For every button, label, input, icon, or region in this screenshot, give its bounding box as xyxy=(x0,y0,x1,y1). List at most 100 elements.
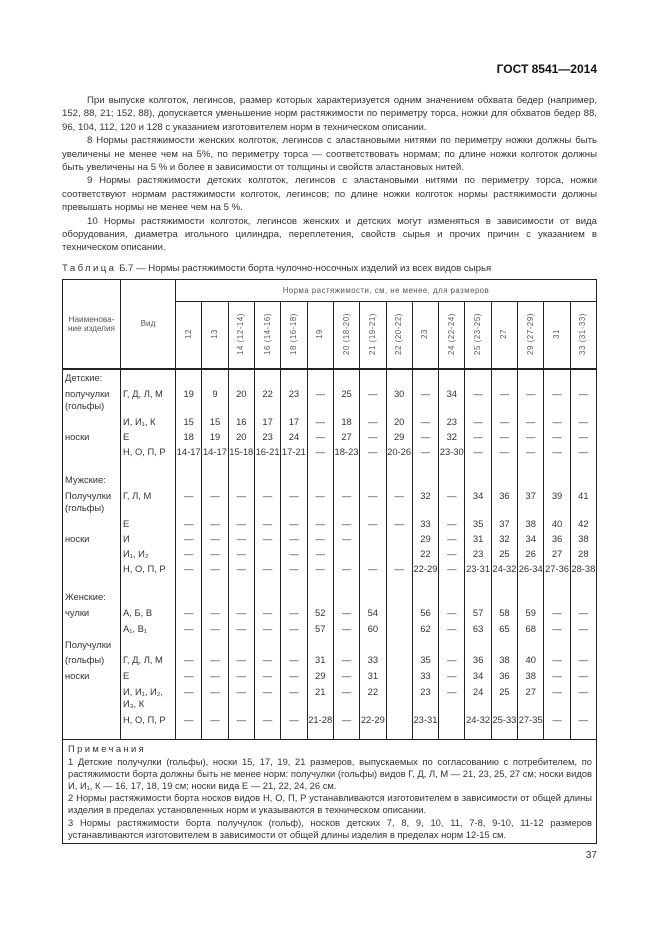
value-cell: 25-33 xyxy=(490,711,519,741)
value-cell xyxy=(490,471,519,488)
value-cell: 38 xyxy=(517,667,545,684)
size-header: 24 (22-24) xyxy=(438,300,466,370)
value-cell: 34 xyxy=(438,385,466,414)
value-cell: 31 xyxy=(359,667,387,684)
value-cell: — xyxy=(201,651,229,668)
item-name-cell xyxy=(62,545,121,561)
value-cell: 15-18 xyxy=(227,443,255,472)
value-cell xyxy=(569,471,598,488)
value-cell: 39 xyxy=(543,487,571,516)
value-cell xyxy=(464,636,492,652)
value-cell: — xyxy=(280,604,308,621)
value-cell xyxy=(359,530,387,546)
value-cell: 33 xyxy=(411,667,440,684)
value-cell xyxy=(306,588,334,605)
value-cell: 23-31 xyxy=(464,560,492,589)
value-cell: — xyxy=(174,560,203,589)
item-name-cell: Мужские: xyxy=(62,471,121,488)
value-cell xyxy=(280,367,308,386)
table-row: Н, О, П, Р 14-17 14-17 15-18 16-21 17-21—18-2… xyxy=(62,443,598,472)
value-cell xyxy=(227,636,255,652)
kind-cell xyxy=(120,636,176,652)
value-cell: 37 xyxy=(517,487,545,516)
size-label: 21 (19-21) xyxy=(367,312,377,355)
value-cell: — xyxy=(359,428,387,444)
value-cell: 38 xyxy=(569,530,598,546)
value-cell xyxy=(438,471,466,488)
value-cell: — xyxy=(490,428,519,444)
value-cell: — xyxy=(464,428,492,444)
item-name-cell: носки xyxy=(62,530,121,546)
value-cell: 20-26 xyxy=(385,443,413,472)
value-cell xyxy=(385,588,413,605)
table-row: Н, О, П, Р — — — — — — — — —22-29—23-31 24-32 26-34… xyxy=(62,560,598,589)
value-cell: — xyxy=(227,651,255,668)
value-cell: 27-35 xyxy=(517,711,545,741)
value-cell: 27-36 xyxy=(543,560,571,589)
value-cell: 36 xyxy=(490,667,519,684)
size-header: 13 xyxy=(201,300,229,370)
value-cell xyxy=(359,367,387,386)
value-cell xyxy=(253,367,282,386)
value-cell: — xyxy=(253,711,282,741)
value-cell: 35 xyxy=(411,651,440,668)
value-cell: — xyxy=(332,651,361,668)
value-cell: — xyxy=(227,487,255,516)
value-cell: — xyxy=(227,515,255,531)
kind-cell: Н, О, П, Р xyxy=(120,711,176,741)
value-cell: — xyxy=(490,385,519,414)
value-cell xyxy=(332,471,361,488)
value-cell xyxy=(569,367,598,386)
value-cell: 40 xyxy=(543,515,571,531)
col-header-name: Наименова-ние изделия xyxy=(62,278,121,370)
kind-cell: Е xyxy=(120,428,176,444)
value-cell: — xyxy=(438,487,466,516)
value-cell: 18 xyxy=(174,428,203,444)
value-cell: — xyxy=(253,487,282,516)
size-header: 31 xyxy=(543,300,571,370)
kind-cell: И₁, И₂ xyxy=(120,545,176,561)
value-cell: — xyxy=(306,428,334,444)
value-cell: 24-32 xyxy=(490,560,519,589)
value-cell: 23 xyxy=(253,428,282,444)
value-cell: — xyxy=(543,667,571,684)
value-cell: — xyxy=(569,683,598,712)
value-cell: 15 xyxy=(174,413,203,429)
value-cell: — xyxy=(306,413,334,429)
value-cell: 27 xyxy=(332,428,361,444)
value-cell: — xyxy=(332,487,361,516)
body-text: При выпуске колготок, легинсов, размер к… xyxy=(62,94,597,255)
value-cell: — xyxy=(332,560,361,589)
value-cell: — xyxy=(517,443,545,472)
value-cell: — xyxy=(201,667,229,684)
value-cell xyxy=(385,604,413,621)
value-cell: 29 xyxy=(411,530,440,546)
value-cell: — xyxy=(306,515,334,531)
item-name-cell xyxy=(62,560,121,589)
size-header: 20 (18-20) xyxy=(332,300,361,370)
kind-cell: И xyxy=(120,530,176,546)
value-cell: — xyxy=(227,667,255,684)
value-cell: 24-32 xyxy=(464,711,492,741)
value-cell xyxy=(227,588,255,605)
size-label: 33 (31-33) xyxy=(578,312,588,355)
value-cell: 23 xyxy=(280,385,308,414)
value-cell: — xyxy=(201,711,229,741)
page-number: 37 xyxy=(585,850,597,861)
value-cell: — xyxy=(306,385,334,414)
value-cell: — xyxy=(306,530,334,546)
value-cell: — xyxy=(359,413,387,429)
value-cell: — xyxy=(438,515,466,531)
value-cell: 27 xyxy=(517,683,545,712)
value-cell: — xyxy=(253,560,282,589)
value-cell xyxy=(411,367,440,386)
value-cell: — xyxy=(385,487,413,516)
value-cell: — xyxy=(227,683,255,712)
value-cell: 34 xyxy=(464,667,492,684)
value-cell: — xyxy=(569,651,598,668)
value-cell: — xyxy=(227,711,255,741)
table-caption-text: Б.7 — Нормы растяжимости борта чулочно-н… xyxy=(116,262,492,274)
value-cell xyxy=(359,545,387,561)
value-cell: 29 xyxy=(306,667,334,684)
value-cell: — xyxy=(438,683,466,712)
